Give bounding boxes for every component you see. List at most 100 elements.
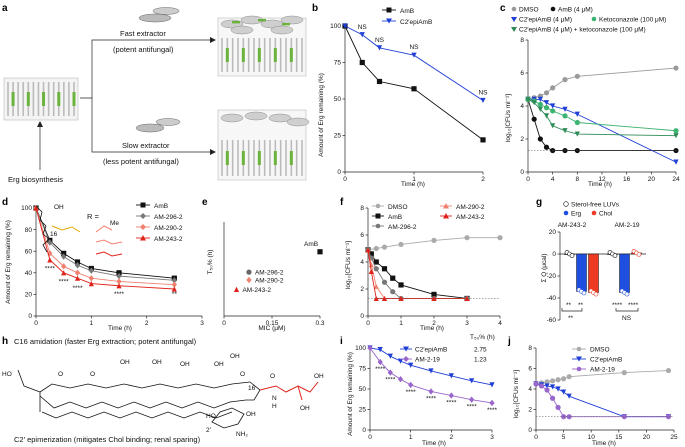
y-tick-label: 20 [25,292,33,299]
data-point [368,268,374,275]
x-tick-label: 12 [598,176,606,183]
panel-f-chart: 0 2 4 6 8 0 1 2 3 4 [360,205,503,327]
data-point [61,263,67,270]
data-point [408,381,414,389]
data-point [537,101,543,107]
data-point [550,108,556,114]
x-tick-label: 1 [399,320,403,327]
data-point [550,85,556,91]
data-point [317,249,323,255]
data-point [544,379,550,385]
panel-i-legend-219: AM-2-19 [415,357,440,364]
h-h: H [272,403,277,410]
data-point [543,105,550,111]
panel-d-xlabel: Time (h) [108,325,132,332]
panel-d-structure-inset: OH 16 Fast extractor R = Me [35,204,123,257]
panel-h-bottom-text: C2′ epimerization (mitigates Chol bindin… [14,435,201,444]
erg-molecule [11,92,15,106]
data-point [531,100,537,106]
x-tick-label: 3 [490,434,494,441]
ns-label: NS [409,44,419,51]
erg-molecule [273,48,277,62]
extracted-erg [232,21,240,24]
data-point [376,78,383,85]
y-tick-label: 25 [359,407,367,414]
data-point [555,377,561,383]
data-point [381,244,388,250]
panel-g-legend-erg: Erg [571,211,582,218]
significance-label: **** [114,291,125,298]
y-tick-label: 2 [528,407,532,414]
h-n: N [272,395,277,402]
x-tick-label: 2 [450,434,454,441]
data-point [359,32,365,38]
fast-extractor-label: Fast extractor [120,29,166,38]
data-point [543,144,550,150]
y-tick-label: -60 [547,317,557,324]
panel-g-sig-1: ** [566,302,572,309]
panel-i-xlabel: Time (h) [422,440,446,447]
erg-molecule [257,151,261,165]
point-label: AM-243-2 [242,287,271,294]
point-label: AM-296-2 [255,270,284,277]
data-point [531,116,537,122]
data-point [428,368,434,374]
data-point [561,389,567,395]
panel-c-letter: c [500,3,506,14]
panel-g-ylabel: Σ Q (μcal) [541,253,548,282]
x-tick-label: 15 [615,434,623,441]
erg-molecule [273,151,277,165]
panel-j-legend-219: AM-2-19 [590,367,615,374]
data-point [497,235,503,241]
panel-i-chart: 0 25 50 75 100 0 1 2 3 **** **** **** **** **** **** **… [355,344,498,441]
significance-label: **** [375,366,386,373]
h-o-1: O [58,371,63,378]
y-tick-label: 100 [355,345,366,352]
data-point [537,106,543,112]
data-point [373,295,379,302]
y-tick-label: 100 [21,205,32,212]
panel-d-letter: d [2,197,8,208]
data-point [74,269,81,276]
y-tick-label: 4 [528,386,532,393]
data-point [543,113,550,119]
series-line-0 [527,67,677,100]
panel-b-letter: b [312,3,318,14]
y-tick-label: 0 [552,251,556,258]
x-tick-label: 5 [562,434,566,441]
data-point [525,96,531,102]
replicate-point [569,253,575,258]
significance-label: ** [172,291,178,298]
data-point [116,272,122,280]
panel-g-legend-chol: Chol [599,211,613,218]
panel-e-letter: e [202,197,208,208]
panel-c-legend-dmso: DMSO [519,7,539,14]
x-tick-label: 3 [465,320,469,327]
membrane-left [3,77,79,121]
panel-b-ylabel: Amount of Erg remaining (%) [318,73,325,157]
significance-label: **** [59,278,70,285]
panel-e-chart: 0 0.15 0.3 AmB AM-296-2AM-290-2 AM-243-2 [222,222,325,327]
erg-molecule [42,92,46,106]
panel-j-letter: j [507,336,511,347]
y-tick-label: 8 [520,37,524,44]
erg-molecule [289,48,293,62]
panel-c-legend-keto: Ketoconazole (100 μM) [599,17,666,24]
panel-c-xlabel: Time (h) [588,181,612,188]
data-point [246,276,252,284]
data-point [377,358,383,366]
data-point [74,275,81,281]
data-point [116,270,122,276]
y-tick-label: 50 [359,386,367,393]
erg-molecule [241,48,245,62]
data-point [397,358,404,364]
h-ho-sugar: HO [206,413,216,420]
panel-g-chart: -60 -40 -20 0 20 [547,229,646,324]
data-point [562,77,568,83]
extracted-erg [258,19,266,22]
y-tick-label: 6 [528,366,532,373]
data-point [171,277,177,284]
fast-sponge-icon [138,7,180,23]
panel-d-legend-290: AM-290-2 [154,225,183,232]
